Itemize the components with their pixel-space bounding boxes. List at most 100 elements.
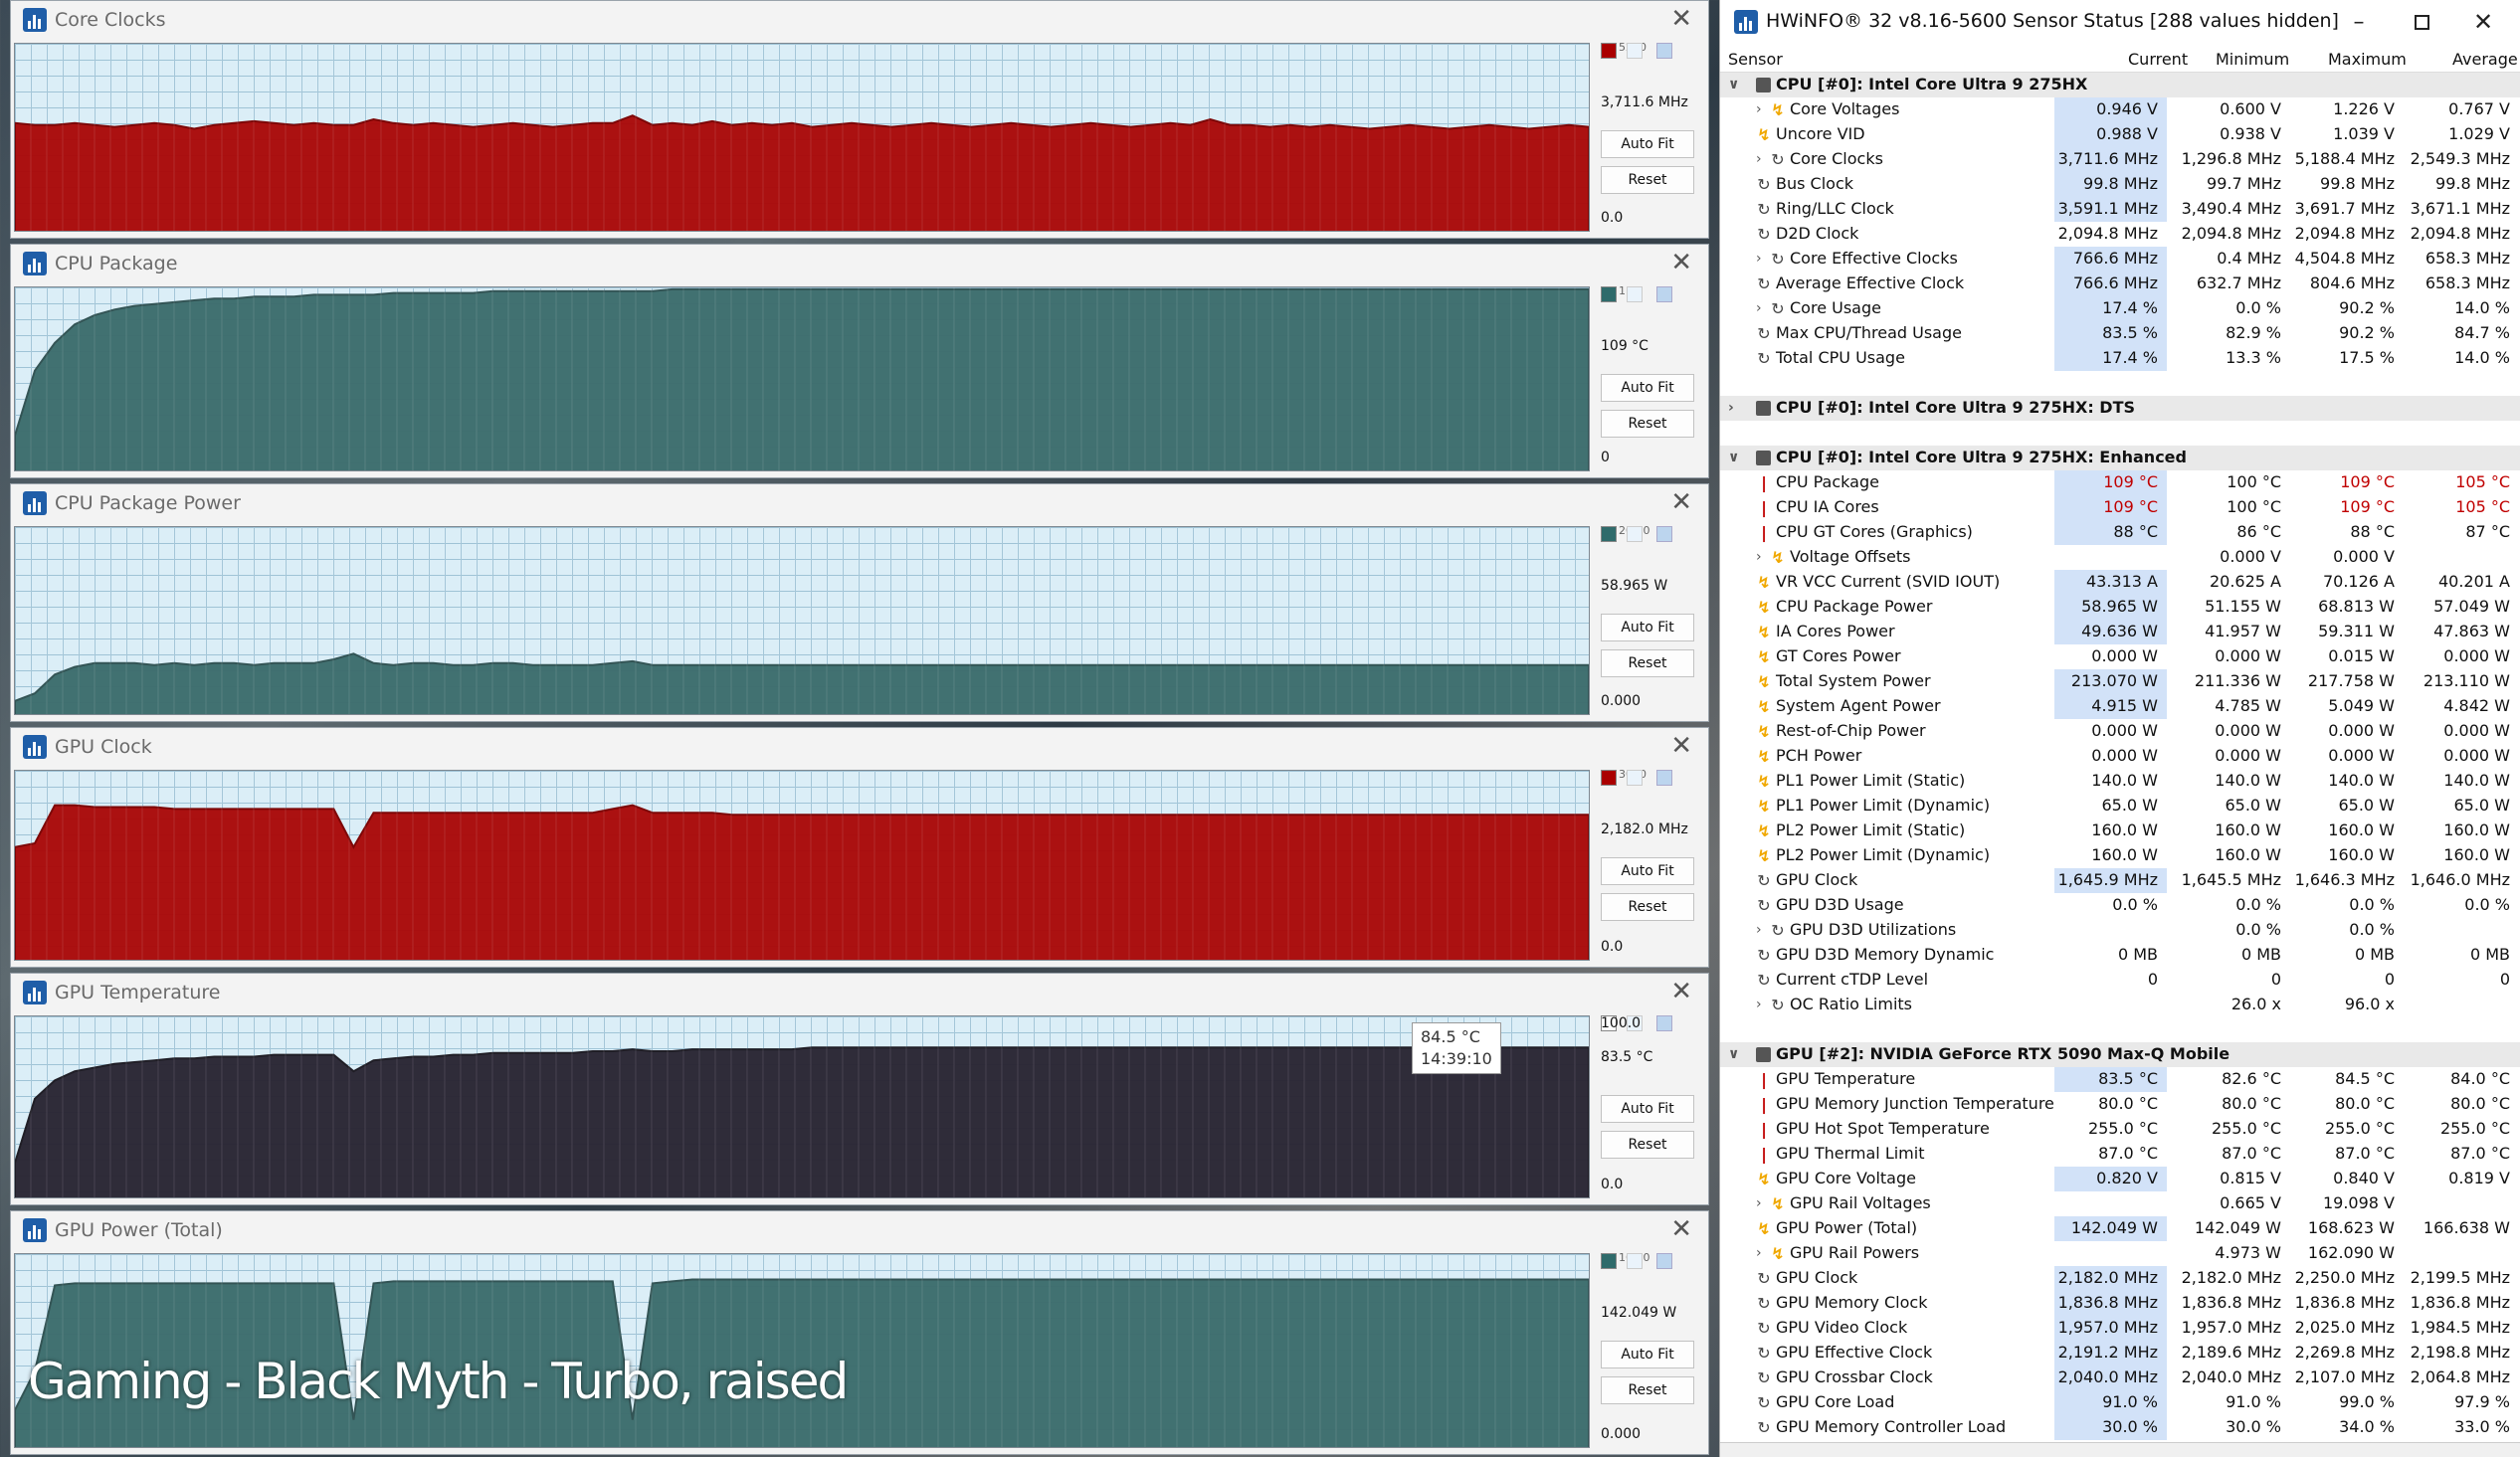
sensor-row[interactable]: ↻ Total CPU Usage 17.4 % 13.3 % 17.5 % 1…	[1720, 346, 2520, 371]
sensor-row[interactable]: ↯ PL1 Power Limit (Static) 140.0 W 140.0…	[1720, 769, 2520, 794]
sensor-row[interactable]: ↻ GPU D3D Usage 0.0 % 0.0 % 0.0 % 0.0 %	[1720, 893, 2520, 918]
chevron-right-icon[interactable]: ›	[1756, 997, 1762, 1012]
series-chip-3[interactable]	[1656, 770, 1672, 786]
series-chip-2[interactable]	[1627, 770, 1643, 786]
sensor-row[interactable]: ↯ GPU Core Voltage 0.820 V 0.815 V 0.840…	[1720, 1167, 2520, 1191]
chevron-right-icon[interactable]: ›	[1756, 1245, 1762, 1261]
sensor-row[interactable]: ↻ GPU Video Clock 1,957.0 MHz 1,957.0 MH…	[1720, 1316, 2520, 1341]
series-color-chip[interactable]	[1601, 526, 1617, 542]
sensor-row[interactable]: ↻ GPU Crossbar Clock 2,040.0 MHz 2,040.0…	[1720, 1366, 2520, 1390]
chevron-right-icon[interactable]: ›	[1756, 101, 1762, 117]
chevron-right-icon[interactable]: ›	[1756, 251, 1762, 267]
series-color-chip[interactable]	[1601, 770, 1617, 786]
chevron-right-icon[interactable]: ›	[1756, 549, 1762, 565]
sensor-row[interactable]: ↻ GPU Clock 1,645.9 MHz 1,645.5 MHz 1,64…	[1720, 868, 2520, 893]
series-chip-2[interactable]	[1627, 526, 1643, 542]
auto-fit-button[interactable]: Auto Fit	[1601, 1095, 1694, 1123]
sensor-row[interactable]: ↯ IA Cores Power 49.636 W 41.957 W 59.31…	[1720, 620, 2520, 644]
hwinfo-titlebar[interactable]: HWiNFO® 32 v8.16-5600 Sensor Status [288…	[1720, 0, 2520, 44]
sensor-row[interactable]: ↯ PCH Power 0.000 W 0.000 W 0.000 W 0.00…	[1720, 744, 2520, 769]
reset-button[interactable]: Reset	[1601, 1376, 1694, 1404]
chevron-down-icon[interactable]: ∨	[1728, 1046, 1740, 1062]
sensor-row[interactable]: | CPU IA Cores 109 °C 100 °C 109 °C 105 …	[1720, 495, 2520, 520]
col-average[interactable]: Average	[2452, 50, 2518, 69]
sensor-row[interactable]: ↻ GPU Memory Clock 1,836.8 MHz 1,836.8 M…	[1720, 1291, 2520, 1316]
series-chip-3[interactable]	[1656, 1015, 1672, 1031]
sensor-row[interactable]: › ↯ GPU Rail Voltages 0.665 V 19.098 V	[1720, 1191, 2520, 1216]
sensor-row[interactable]: ↻ GPU Memory Controller Load 30.0 % 30.0…	[1720, 1415, 2520, 1440]
sensor-row[interactable]: ↻ Ring/LLC Clock 3,591.1 MHz 3,490.4 MHz…	[1720, 197, 2520, 222]
col-minimum[interactable]: Minimum	[2216, 50, 2290, 69]
series-chip-3[interactable]	[1656, 526, 1672, 542]
chevron-right-icon[interactable]: ›	[1756, 300, 1762, 316]
graph-titlebar[interactable]: GPU Clock ✕	[11, 728, 1708, 766]
reset-button[interactable]: Reset	[1601, 1131, 1694, 1159]
auto-fit-button[interactable]: Auto Fit	[1601, 857, 1694, 885]
series-color-chip[interactable]	[1601, 286, 1617, 302]
auto-fit-button[interactable]: Auto Fit	[1601, 374, 1694, 402]
sensor-group-header[interactable]: ∨ GPU [#2]: NVIDIA GeForce RTX 5090 Max-…	[1720, 1042, 2520, 1067]
series-chip-2[interactable]	[1627, 1015, 1643, 1031]
series-color-chip[interactable]	[1601, 43, 1617, 59]
chevron-down-icon[interactable]: ∨	[1728, 450, 1740, 465]
graph-close-icon[interactable]: ✕	[1670, 977, 1692, 1006]
close-button[interactable]: ✕	[2472, 8, 2494, 36]
series-chip-3[interactable]	[1656, 286, 1672, 302]
sensor-row[interactable]: › ↻ GPU D3D Utilizations 0.0 % 0.0 %	[1720, 918, 2520, 943]
series-color-chip[interactable]	[1601, 1015, 1617, 1031]
sensor-row[interactable]: › ↻ OC Ratio Limits 26.0 x 96.0 x	[1720, 993, 2520, 1017]
sensor-group-header[interactable]: ∨ CPU [#0]: Intel Core Ultra 9 275HX: En…	[1720, 446, 2520, 470]
sensor-row[interactable]: ↯ Uncore VID 0.988 V 0.938 V 1.039 V 1.0…	[1720, 122, 2520, 147]
sensor-row[interactable]: ↯ Total System Power 213.070 W 211.336 W…	[1720, 669, 2520, 694]
auto-fit-button[interactable]: Auto Fit	[1601, 614, 1694, 641]
sensor-row[interactable]: › ↻ Core Effective Clocks 766.6 MHz 0.4 …	[1720, 247, 2520, 272]
sensor-row[interactable]: › ↯ Voltage Offsets 0.000 V 0.000 V	[1720, 545, 2520, 570]
auto-fit-button[interactable]: Auto Fit	[1601, 1341, 1694, 1368]
series-chip-2[interactable]	[1627, 286, 1643, 302]
chevron-right-icon[interactable]: ›	[1728, 400, 1734, 416]
sensor-row[interactable]: | GPU Memory Junction Temperature 80.0 °…	[1720, 1092, 2520, 1117]
reset-button[interactable]: Reset	[1601, 166, 1694, 194]
sensor-group-header[interactable]: ∨ CPU [#0]: Intel Core Ultra 9 275HX	[1720, 73, 2520, 97]
series-chip-2[interactable]	[1627, 1253, 1643, 1269]
sensor-row[interactable]: ↯ CPU Package Power 58.965 W 51.155 W 68…	[1720, 595, 2520, 620]
chevron-down-icon[interactable]: ∨	[1728, 77, 1740, 92]
graph-titlebar[interactable]: GPU Power (Total) ✕	[11, 1211, 1708, 1249]
graph-close-icon[interactable]: ✕	[1670, 731, 1692, 761]
graph-close-icon[interactable]: ✕	[1670, 487, 1692, 517]
sensor-row[interactable]: ↯ PL1 Power Limit (Dynamic) 65.0 W 65.0 …	[1720, 794, 2520, 819]
sensor-row[interactable]: ↯ GT Cores Power 0.000 W 0.000 W 0.015 W…	[1720, 644, 2520, 669]
col-maximum[interactable]: Maximum	[2328, 50, 2407, 69]
sensor-row[interactable]: ↻ Bus Clock 99.8 MHz 99.7 MHz 99.8 MHz 9…	[1720, 172, 2520, 197]
minimize-button[interactable]: –	[2353, 9, 2365, 35]
graph-close-icon[interactable]: ✕	[1670, 4, 1692, 34]
sensor-row[interactable]: ↯ Rest-of-Chip Power 0.000 W 0.000 W 0.0…	[1720, 719, 2520, 744]
sensor-row[interactable]: ↻ GPU Clock 2,182.0 MHz 2,182.0 MHz 2,25…	[1720, 1266, 2520, 1291]
reset-button[interactable]: Reset	[1601, 893, 1694, 921]
sensor-row[interactable]: ↻ GPU Core Load 91.0 % 91.0 % 99.0 % 97.…	[1720, 1390, 2520, 1415]
series-chip-3[interactable]	[1656, 43, 1672, 59]
sensor-row[interactable]: | GPU Thermal Limit 87.0 °C 87.0 °C 87.0…	[1720, 1142, 2520, 1167]
chevron-right-icon[interactable]: ›	[1756, 151, 1762, 167]
reset-button[interactable]: Reset	[1601, 649, 1694, 677]
sensor-row[interactable]: › ↻ Core Usage 17.4 % 0.0 % 90.2 % 14.0 …	[1720, 296, 2520, 321]
reset-button[interactable]: Reset	[1601, 410, 1694, 438]
sensor-row[interactable]: ↯ System Agent Power 4.915 W 4.785 W 5.0…	[1720, 694, 2520, 719]
sensor-row[interactable]: ↻ GPU Effective Clock 2,191.2 MHz 2,189.…	[1720, 1341, 2520, 1366]
sensor-row[interactable]: ↯ VR VCC Current (SVID IOUT) 43.313 A 20…	[1720, 570, 2520, 595]
maximize-button[interactable]	[2397, 6, 2446, 38]
sensor-row[interactable]: ↻ Average Effective Clock 766.6 MHz 632.…	[1720, 272, 2520, 296]
sensor-row[interactable]: ↯ GPU Power (Total) 142.049 W 142.049 W …	[1720, 1216, 2520, 1241]
sensor-row[interactable]: › ↯ Core Voltages 0.946 V 0.600 V 1.226 …	[1720, 97, 2520, 122]
sensor-row[interactable]: ↻ D2D Clock 2,094.8 MHz 2,094.8 MHz 2,09…	[1720, 222, 2520, 247]
graph-titlebar[interactable]: GPU Temperature ✕	[11, 974, 1708, 1011]
sensor-row[interactable]: | CPU GT Cores (Graphics) 88 °C 86 °C 88…	[1720, 520, 2520, 545]
graph-close-icon[interactable]: ✕	[1670, 1214, 1692, 1244]
series-chip-3[interactable]	[1656, 1253, 1672, 1269]
graph-close-icon[interactable]: ✕	[1670, 248, 1692, 277]
sensor-group-header[interactable]: › CPU [#0]: Intel Core Ultra 9 275HX: DT…	[1720, 396, 2520, 421]
sensor-row[interactable]: | GPU Hot Spot Temperature 255.0 °C 255.…	[1720, 1117, 2520, 1142]
sensor-row[interactable]: ↻ GPU D3D Memory Dynamic 0 MB 0 MB 0 MB …	[1720, 943, 2520, 968]
sensor-row[interactable]: ↻ Max CPU/Thread Usage 83.5 % 82.9 % 90.…	[1720, 321, 2520, 346]
graph-titlebar[interactable]: CPU Package Power ✕	[11, 484, 1708, 522]
